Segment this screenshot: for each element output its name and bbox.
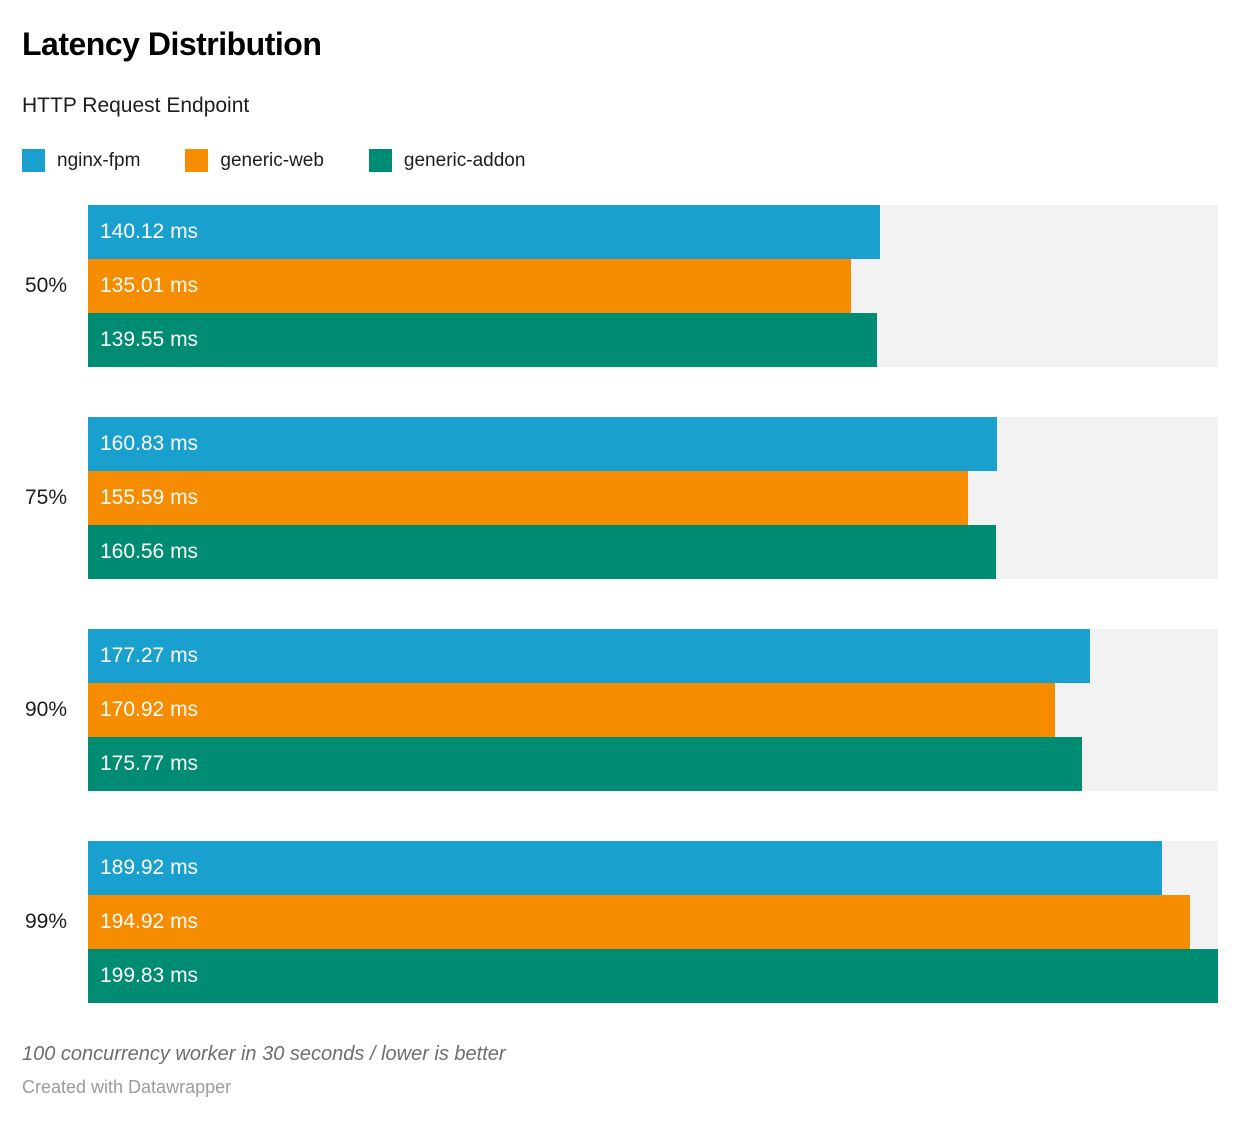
legend-item-nginx-fpm: nginx-fpm bbox=[22, 149, 140, 172]
bar-track: 160.83 ms 155.59 ms 160.56 ms bbox=[88, 417, 1218, 579]
bar-generic-web: 155.59 ms bbox=[88, 471, 968, 525]
bar-value-label: 140.12 ms bbox=[100, 220, 199, 243]
legend: nginx-fpm generic-web generic-addon bbox=[22, 149, 1218, 172]
legend-swatch-icon bbox=[22, 149, 45, 172]
bar-value-label: 155.59 ms bbox=[100, 486, 199, 509]
bar-group-75%: 75% 160.83 ms 155.59 ms 160.56 ms bbox=[22, 417, 1218, 579]
bar-value-label: 139.55 ms bbox=[100, 328, 199, 351]
bar-group-99%: 99% 189.92 ms 194.92 ms 199.83 ms bbox=[22, 841, 1218, 1003]
bar-value-label: 175.77 ms bbox=[100, 752, 199, 775]
bar-group-90%: 90% 177.27 ms 170.92 ms 175.77 ms bbox=[22, 629, 1218, 791]
datawrapper-attribution: Created with Datawrapper bbox=[22, 1077, 232, 1097]
bar-nginx-fpm: 140.12 ms bbox=[88, 205, 881, 259]
bar-generic-addon: 160.56 ms bbox=[88, 525, 996, 579]
bar-value-label: 160.83 ms bbox=[100, 432, 199, 455]
bar-chart: 50% 140.12 ms 135.01 ms 139.55 ms 75% 160.83 … bbox=[22, 205, 1218, 1003]
bar-generic-web: 135.01 ms bbox=[88, 259, 852, 313]
bar-value-label: 194.92 ms bbox=[100, 910, 199, 933]
bar-value-label: 199.83 ms bbox=[100, 964, 199, 987]
group-label: 90% bbox=[24, 698, 67, 721]
chart-notes: 100 concurrency worker in 30 seconds / l… bbox=[22, 1043, 506, 1065]
chart-title: Latency Distribution bbox=[22, 26, 322, 62]
legend-item-generic-addon: generic-addon bbox=[368, 149, 526, 172]
legend-label: generic-web bbox=[220, 149, 324, 171]
legend-swatch-icon bbox=[185, 149, 209, 172]
chart-subtitle: HTTP Request Endpoint bbox=[22, 94, 250, 117]
bar-track: 140.12 ms 135.01 ms 139.55 ms bbox=[88, 205, 1218, 367]
bar-nginx-fpm: 160.83 ms bbox=[88, 417, 998, 471]
chart-card: Latency Distribution HTTP Request Endpoi… bbox=[22, 24, 1218, 1098]
bar-generic-addon: 139.55 ms bbox=[88, 313, 878, 367]
bar-generic-addon: 199.83 ms bbox=[88, 949, 1218, 1003]
bar-generic-web: 194.92 ms bbox=[88, 895, 1191, 949]
legend-swatch-icon bbox=[368, 149, 392, 172]
bar-generic-addon: 175.77 ms bbox=[88, 737, 1082, 791]
bar-nginx-fpm: 189.92 ms bbox=[88, 841, 1162, 895]
bar-track: 189.92 ms 194.92 ms 199.83 ms bbox=[88, 841, 1218, 1003]
bar-value-label: 189.92 ms bbox=[100, 856, 199, 879]
legend-item-generic-web: generic-web bbox=[185, 149, 324, 172]
bar-value-label: 177.27 ms bbox=[100, 644, 199, 667]
legend-label: nginx-fpm bbox=[57, 149, 141, 171]
bar-generic-web: 170.92 ms bbox=[88, 683, 1055, 737]
group-label: 50% bbox=[24, 274, 67, 297]
bar-nginx-fpm: 177.27 ms bbox=[88, 629, 1091, 683]
bar-track: 177.27 ms 170.92 ms 175.77 ms bbox=[88, 629, 1218, 791]
bar-group-50%: 50% 140.12 ms 135.01 ms 139.55 ms bbox=[22, 205, 1218, 367]
group-label: 75% bbox=[24, 486, 67, 509]
bar-value-label: 135.01 ms bbox=[100, 274, 199, 297]
bar-value-label: 170.92 ms bbox=[100, 698, 199, 721]
legend-label: generic-addon bbox=[403, 149, 526, 171]
group-label: 99% bbox=[24, 910, 67, 933]
bar-value-label: 160.56 ms bbox=[100, 540, 199, 563]
